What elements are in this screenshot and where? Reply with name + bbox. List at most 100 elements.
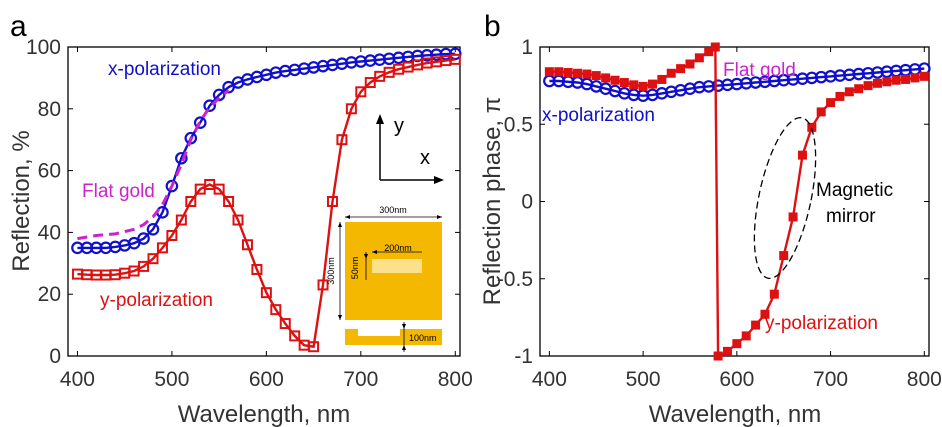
panel-b: b 400 500 600 700 800 -1 -0.5 0 0.5 1 Wavelength,… <box>479 10 942 427</box>
panel-a-ylabel: Reflection, % <box>8 130 35 271</box>
series-line-flat-gold <box>77 89 230 241</box>
point-y-polarization <box>816 107 826 117</box>
inset-height-dim: 300nm <box>326 257 336 285</box>
annotation-y-polarization-a: y-polarization <box>100 290 213 311</box>
point-y-polarization <box>882 77 892 87</box>
point-y-polarization <box>647 79 657 89</box>
y-tick-label: -0.5 <box>497 268 533 291</box>
point-y-polarization <box>807 122 817 132</box>
point-y-polarization <box>345 103 357 115</box>
annotation-flat-gold-a: Flat gold <box>82 181 155 202</box>
point-y-polarization <box>910 73 920 83</box>
point-y-polarization <box>751 320 761 330</box>
y-tick-label: 40 <box>38 221 61 244</box>
x-tick-label: 700 <box>813 368 848 391</box>
x-tick-label: 600 <box>719 368 754 391</box>
y-tick-label: -1 <box>514 345 533 368</box>
series-line-x-polarization <box>77 52 456 250</box>
point-y-polarization <box>826 98 836 108</box>
inset-y-label: y <box>394 115 404 137</box>
point-y-polarization <box>232 214 244 226</box>
inset-slot-length-dim: 200nm <box>384 243 412 253</box>
annotation-y-polarization-b: y-polarization <box>765 313 878 334</box>
point-y-polarization <box>308 341 320 353</box>
point-x-polarization <box>175 151 188 165</box>
point-y-polarization <box>713 351 723 361</box>
point-y-polarization <box>676 64 686 74</box>
point-y-polarization <box>722 346 732 356</box>
x-tick-label: 800 <box>907 368 942 391</box>
point-y-polarization <box>657 74 667 84</box>
y-tick-label: 100 <box>26 36 61 59</box>
point-y-polarization <box>835 91 845 101</box>
point-y-polarization <box>710 42 720 52</box>
point-y-polarization <box>449 53 461 65</box>
inset-unit-cell: y x 300nm 300nm 200nm 50nm 100nm <box>326 114 444 352</box>
point-y-polarization <box>638 81 648 91</box>
point-y-polarization <box>554 67 564 77</box>
point-y-polarization <box>704 47 714 57</box>
panel-b-ylabel: Reflection phase, π <box>479 97 506 306</box>
panel-b-plot-frame <box>539 46 930 357</box>
point-y-polarization <box>544 67 554 77</box>
point-y-polarization <box>685 59 695 69</box>
point-y-polarization <box>619 78 629 88</box>
panel-a-xlabel: Wavelength, nm <box>178 401 351 427</box>
point-y-polarization <box>788 212 798 222</box>
point-y-polarization <box>863 81 873 91</box>
point-x-polarization <box>165 179 179 193</box>
inset-width-right-arrowhead <box>437 215 442 219</box>
x-tick-label: 600 <box>249 368 284 391</box>
point-y-polarization <box>779 251 789 261</box>
x-tick-label: 500 <box>626 368 661 391</box>
point-x-polarization <box>448 47 462 61</box>
point-y-polarization <box>797 150 807 160</box>
y-tick-label: 1 <box>521 36 533 59</box>
point-y-polarization <box>666 68 676 78</box>
inset-slot-width-dim: 50nm <box>350 257 360 280</box>
y-tick-label: 60 <box>38 160 61 183</box>
annotation-flat-gold-b: Flat gold <box>723 60 796 81</box>
y-tick-label: 0.5 <box>504 113 533 136</box>
point-y-polarization <box>891 75 901 85</box>
point-y-polarization <box>364 77 376 89</box>
point-y-polarization <box>760 309 770 319</box>
point-y-polarization <box>326 196 338 207</box>
annotation-x-polarization-b: x-polarization <box>542 105 655 126</box>
inset-thickness-bottom-arrowhead <box>402 345 406 350</box>
point-y-polarization <box>156 242 168 254</box>
x-tick-label: 700 <box>343 368 378 391</box>
y-tick-label: 0 <box>521 191 533 214</box>
panel-b-label: b <box>484 10 501 43</box>
panel-a: a 400 500 600 700 800 0 20 40 60 80 100 Wavelength… <box>8 10 473 427</box>
annotation-mirror: mirror <box>826 206 876 227</box>
point-y-polarization <box>854 84 864 94</box>
point-y-polarization <box>241 239 253 251</box>
point-y-polarization <box>175 214 187 226</box>
inset-width-dim: 300nm <box>379 205 407 215</box>
point-y-polarization <box>901 74 911 84</box>
panel-a-series <box>71 47 462 353</box>
point-y-polarization <box>582 69 592 79</box>
point-y-polarization <box>138 260 150 272</box>
inset-cross-section-notch <box>358 329 400 336</box>
point-y-polarization <box>741 331 751 341</box>
panel-a-label: a <box>10 10 27 43</box>
point-y-polarization <box>223 196 235 207</box>
inset-y-arrowhead <box>376 114 384 124</box>
point-y-polarization <box>279 318 291 330</box>
point-y-polarization <box>601 73 611 83</box>
point-y-polarization <box>769 289 779 299</box>
point-y-polarization <box>317 279 329 291</box>
y-tick-label: 20 <box>38 283 61 306</box>
panel-a-plot-frame <box>67 46 461 357</box>
inset-width-left-arrowhead <box>345 215 350 219</box>
point-y-polarization <box>591 71 601 81</box>
point-x-polarization <box>212 88 226 102</box>
inset-height-bottom-arrowhead <box>338 315 342 320</box>
inset-thickness-dim: 100nm <box>409 333 437 343</box>
x-tick-label: 400 <box>532 368 567 391</box>
point-y-polarization <box>629 80 639 90</box>
magnetic-mirror-ellipse <box>753 116 817 280</box>
